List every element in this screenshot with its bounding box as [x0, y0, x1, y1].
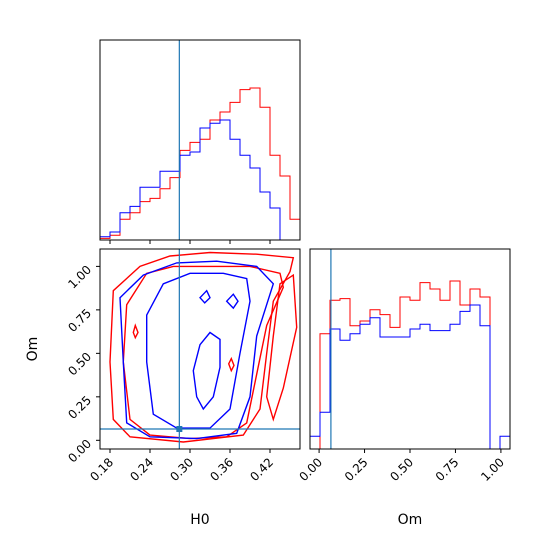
h0-histogram-plot-area: [100, 40, 300, 241]
contour-series-0-level-2: [265, 273, 298, 422]
h0-histogram-xticks: [109, 240, 271, 244]
h0-om-contour-frame: [99, 248, 301, 450]
contour-series-1-level-3: [225, 293, 239, 310]
om-histogram-series-group: [310, 280, 510, 449]
om-axis-label: Om: [25, 337, 41, 362]
om-histogram-series-0: [310, 280, 510, 449]
contour-series-1-level-0: [119, 260, 275, 440]
h0-om-contour-plot-area: [100, 249, 300, 449]
om-histogram-plot-area: [310, 249, 510, 449]
contour-series-1-level-2: [192, 331, 221, 411]
contour-series-0-level-4: [227, 356, 235, 373]
om-histogram-axis-label: Om: [398, 512, 423, 528]
contour-series-0-level-0: [109, 251, 295, 443]
contour-series-1-level-4: [199, 289, 211, 304]
h0-axis-label: H0: [190, 512, 209, 528]
contour-series-0-level-1: [122, 265, 285, 440]
h0-histogram-frame: [99, 39, 301, 241]
om-histogram-series-1: [310, 304, 510, 449]
h0-histogram-panel: [99, 39, 301, 244]
truth-marker: [176, 426, 183, 432]
contour-series-0-level-3: [132, 323, 139, 340]
contour-series-1-level-1: [146, 272, 251, 429]
h0-histogram-series-1: [100, 119, 300, 241]
contour-group: [109, 251, 298, 443]
